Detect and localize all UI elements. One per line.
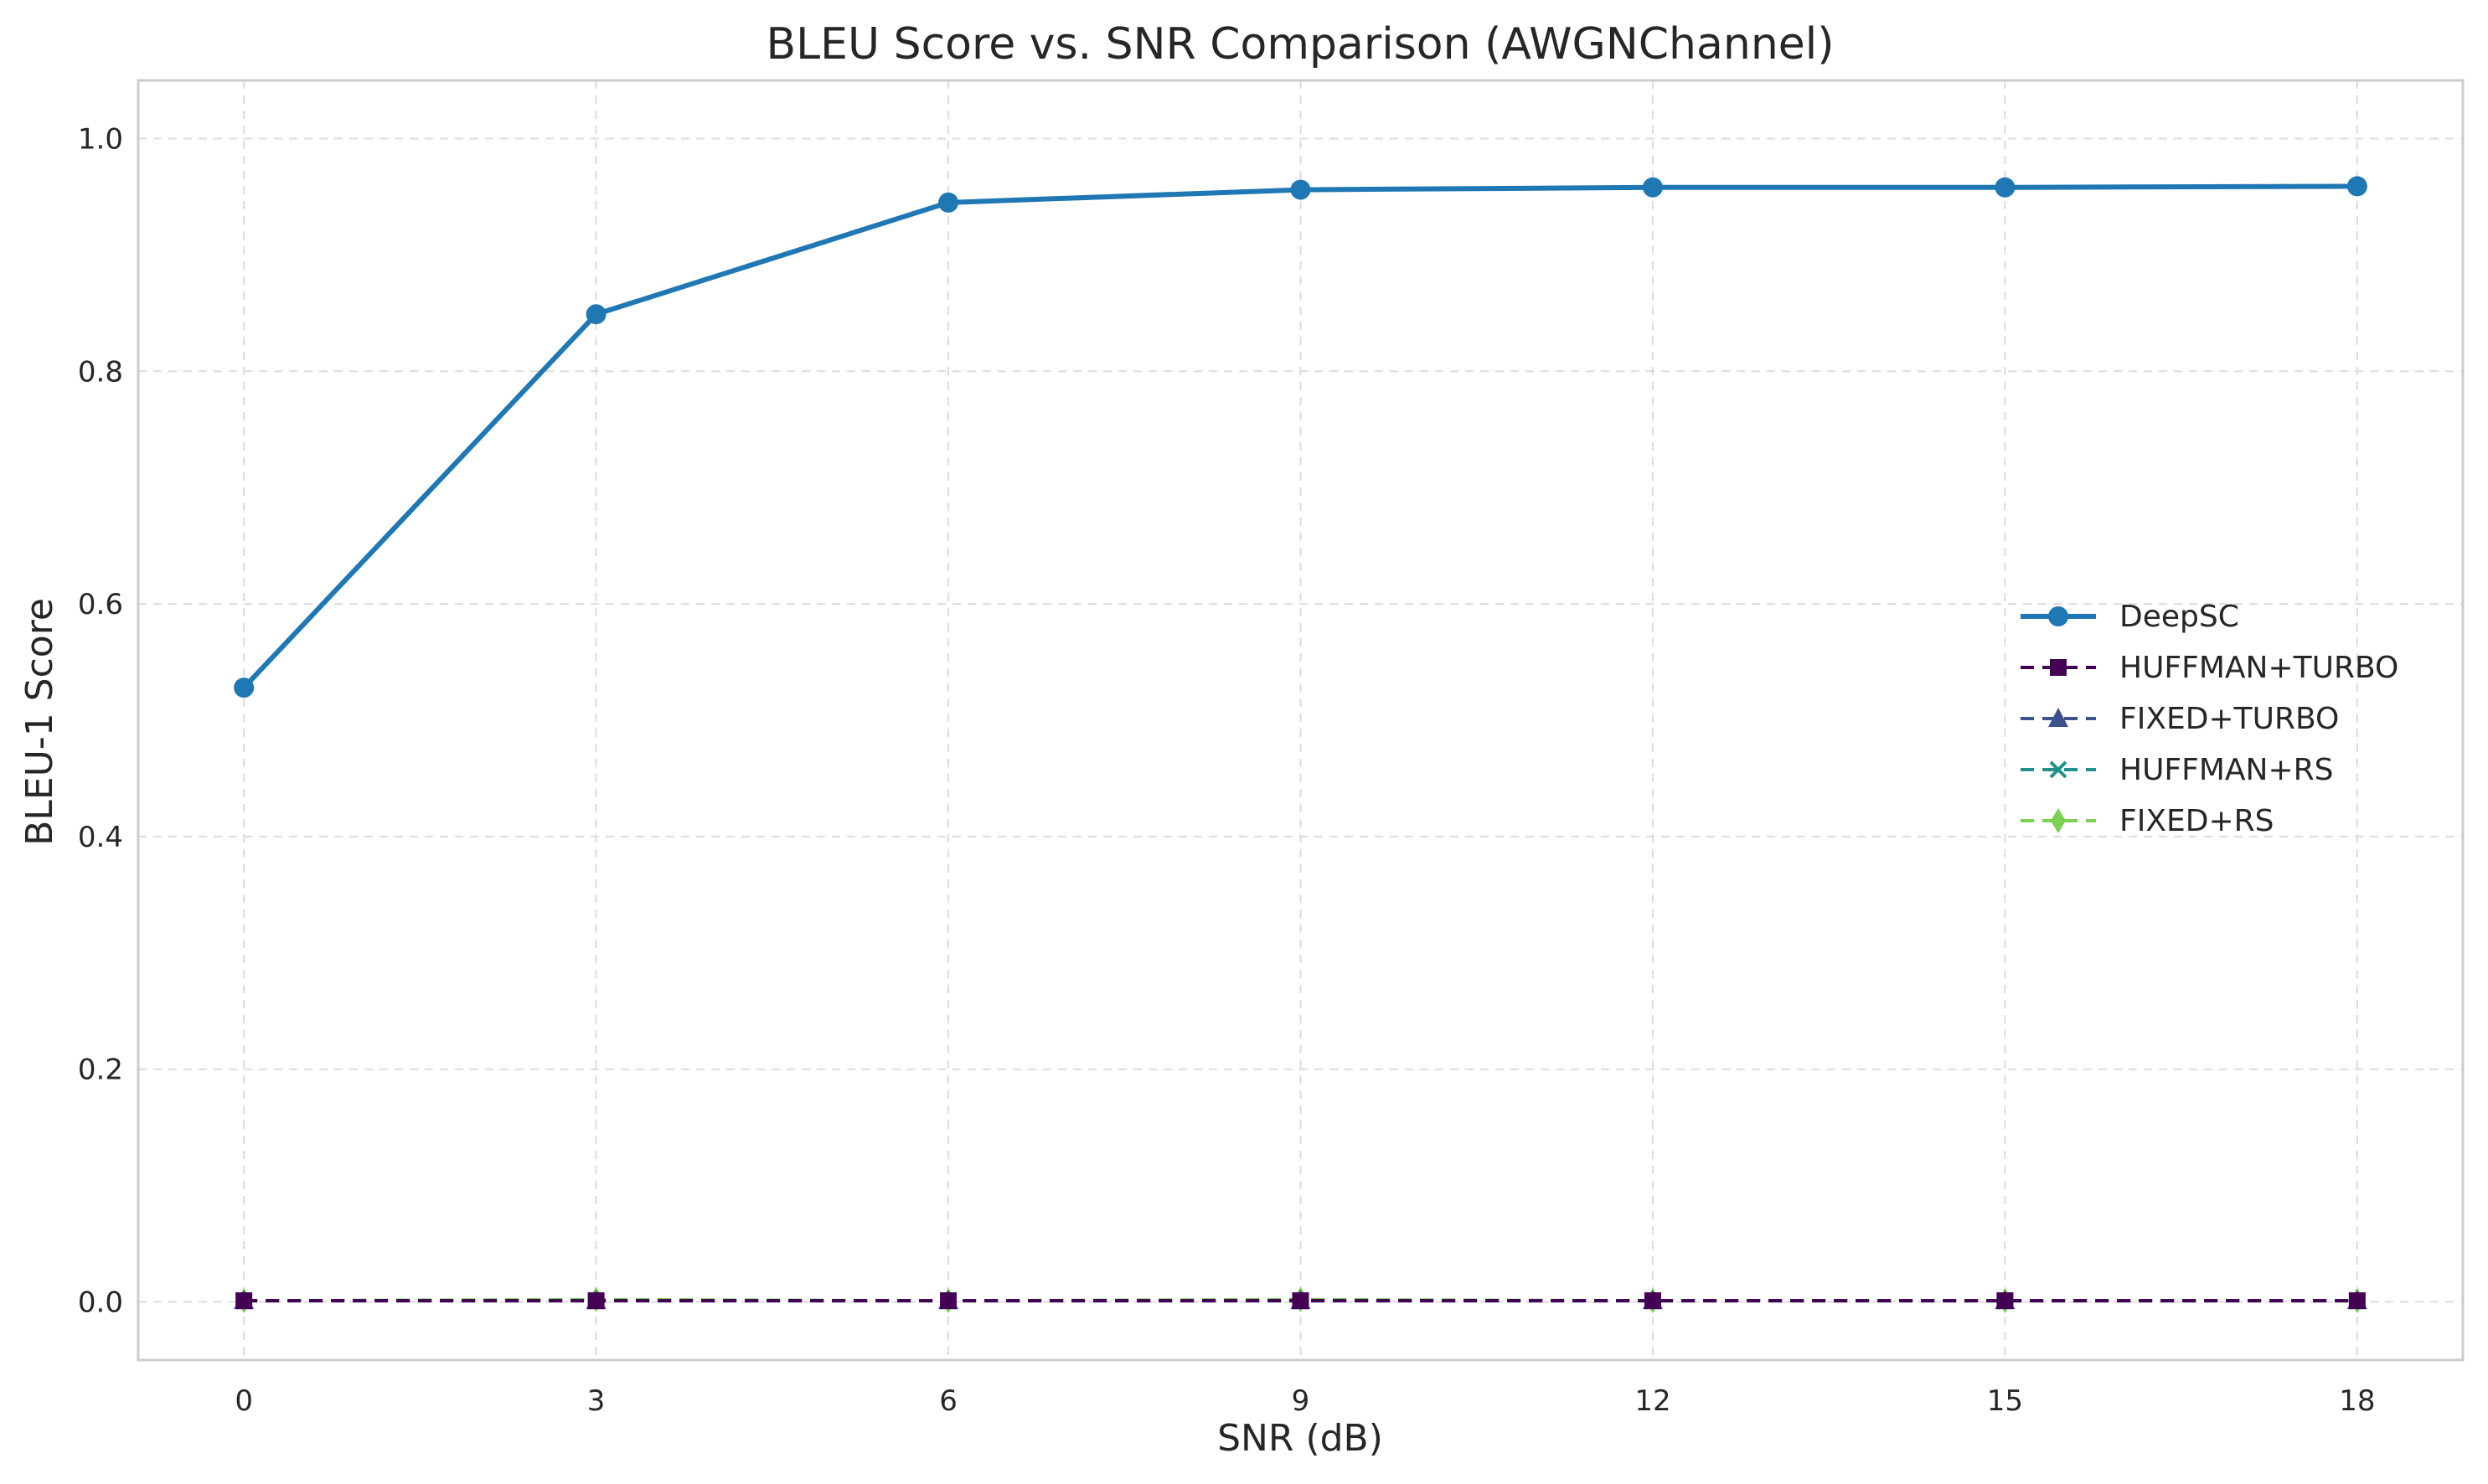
x-tick-label: 6 <box>939 1384 958 1418</box>
legend-label-huffman-turbo: HUFFMAN+TURBO <box>2119 651 2398 685</box>
data-point-huffman-turbo <box>235 1292 253 1310</box>
legend-item-fixed-turbo: FIXED+TURBO <box>2021 702 2339 736</box>
y-tick-label: 0.2 <box>78 1054 123 1087</box>
y-tick-label: 1.0 <box>78 122 123 156</box>
x-tick-label: 0 <box>235 1384 253 1418</box>
y-tick-label: 0.0 <box>78 1286 123 1320</box>
data-point-deepsc <box>938 192 959 213</box>
x-tick-label: 3 <box>587 1384 606 1418</box>
data-point-huffman-turbo <box>587 1292 605 1310</box>
data-point-deepsc <box>1642 177 1663 198</box>
legend-label-deepsc: DeepSC <box>2119 600 2239 634</box>
legend-item-huffman-rs: HUFFMAN+RS <box>2021 753 2333 787</box>
x-marker-stroke <box>2049 760 2067 779</box>
y-tick-label: 0.4 <box>78 821 123 854</box>
legend-marker-huffman-rs <box>2049 760 2067 779</box>
data-point-huffman-turbo <box>1996 1292 2014 1310</box>
y-axis-label: BLEU-1 Score <box>18 598 61 846</box>
legend-marker-fixed-turbo <box>2048 708 2068 727</box>
data-point-deepsc <box>1290 179 1311 200</box>
legend-item-deepsc: DeepSC <box>2021 600 2239 634</box>
data-point-deepsc <box>2346 176 2367 197</box>
x-tick-label: 18 <box>2339 1384 2375 1418</box>
legend-item-huffman-turbo: HUFFMAN+TURBO <box>2021 651 2398 685</box>
data-point-huffman-turbo <box>1644 1292 1661 1310</box>
legend-label-huffman-rs: HUFFMAN+RS <box>2119 753 2333 787</box>
data-point-deepsc <box>586 304 607 325</box>
legend-marker-deepsc <box>2048 606 2068 626</box>
y-tick-label: 0.8 <box>78 355 123 389</box>
legend-label-fixed-turbo: FIXED+TURBO <box>2119 702 2339 736</box>
series-deepsc <box>234 176 2367 698</box>
chart-title: BLEU Score vs. SNR Comparison (AWGNChann… <box>766 19 1834 70</box>
y-axis-ticks: 0.0 0.2 0.4 0.6 0.8 1.0 <box>78 122 123 1319</box>
legend-marker-fixed-rs <box>2051 808 2066 833</box>
x-axis-label: SNR (dB) <box>1217 1417 1383 1460</box>
legend-item-fixed-rs: FIXED+RS <box>2021 804 2274 838</box>
series-layer <box>234 176 2367 1314</box>
legend-marker-huffman-turbo <box>2050 659 2067 676</box>
data-point-huffman-turbo <box>2348 1292 2366 1310</box>
series-huffman-turbo <box>235 1292 2366 1310</box>
x-tick-label: 12 <box>1634 1384 1670 1418</box>
x-tick-label: 9 <box>1292 1384 1310 1418</box>
y-tick-label: 0.6 <box>78 588 123 621</box>
x-tick-label: 15 <box>1987 1384 2023 1418</box>
data-point-deepsc <box>234 678 255 698</box>
data-point-deepsc <box>1995 177 2016 198</box>
data-point-huffman-turbo <box>940 1292 958 1310</box>
x-axis-ticks: 0 3 6 9 12 15 18 <box>235 1384 2375 1418</box>
legend: DeepSC HUFFMAN+TURBO FIXED+TURBO HUFFMAN+RS… <box>2021 600 2398 838</box>
plot-frame <box>137 79 2465 1362</box>
legend-label-fixed-rs: FIXED+RS <box>2119 804 2274 838</box>
data-point-huffman-turbo <box>1292 1292 1309 1310</box>
